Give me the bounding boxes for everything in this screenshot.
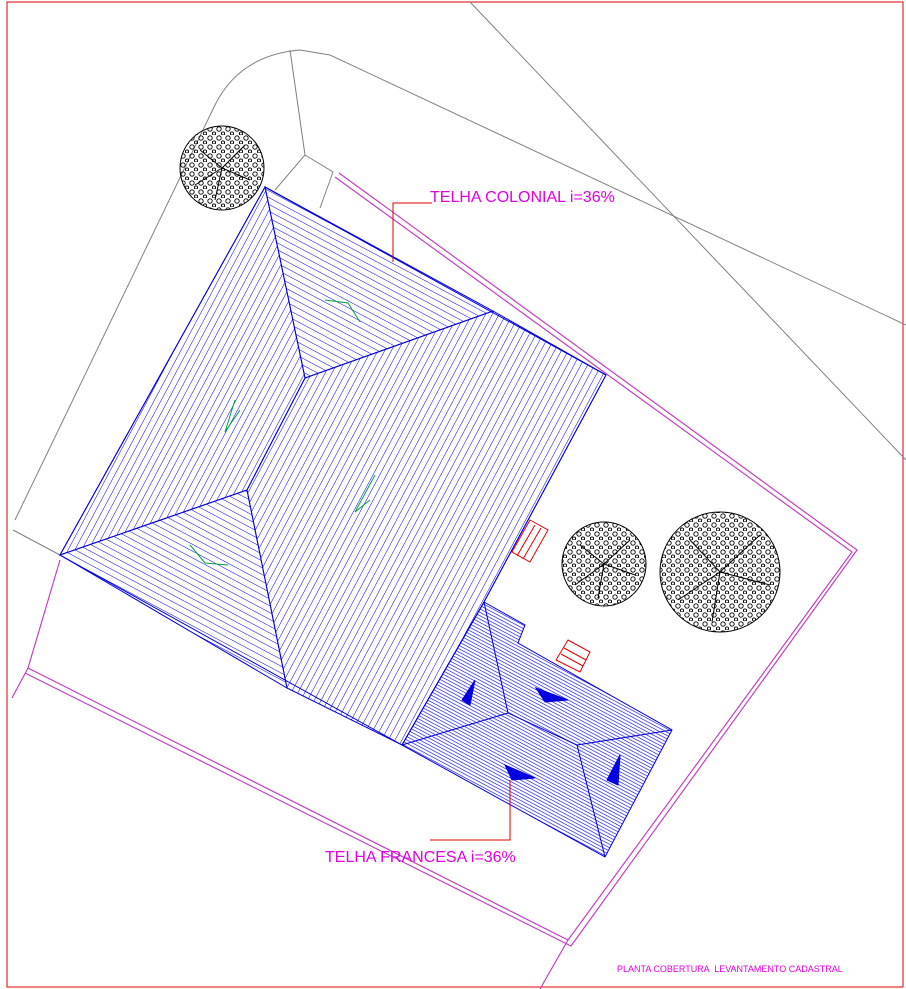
property-line	[11, 172, 858, 989]
trees	[179, 125, 781, 633]
label-francesa: TELHA FRANCESA i=36%	[325, 849, 516, 866]
sheet-border	[6, 1, 904, 988]
roof-francesa	[401, 601, 673, 858]
title-block: PLANTA COBERTURA LEVANTAMENTO CADASTRAL	[617, 964, 843, 974]
street-lines	[12, 1, 906, 556]
slope-arrows	[189, 299, 376, 566]
label-colonial: TELHA COLONIAL i=36%	[430, 189, 615, 206]
stairs	[511, 519, 591, 673]
roof-colonial	[58, 185, 607, 746]
leaders	[392, 202, 511, 841]
